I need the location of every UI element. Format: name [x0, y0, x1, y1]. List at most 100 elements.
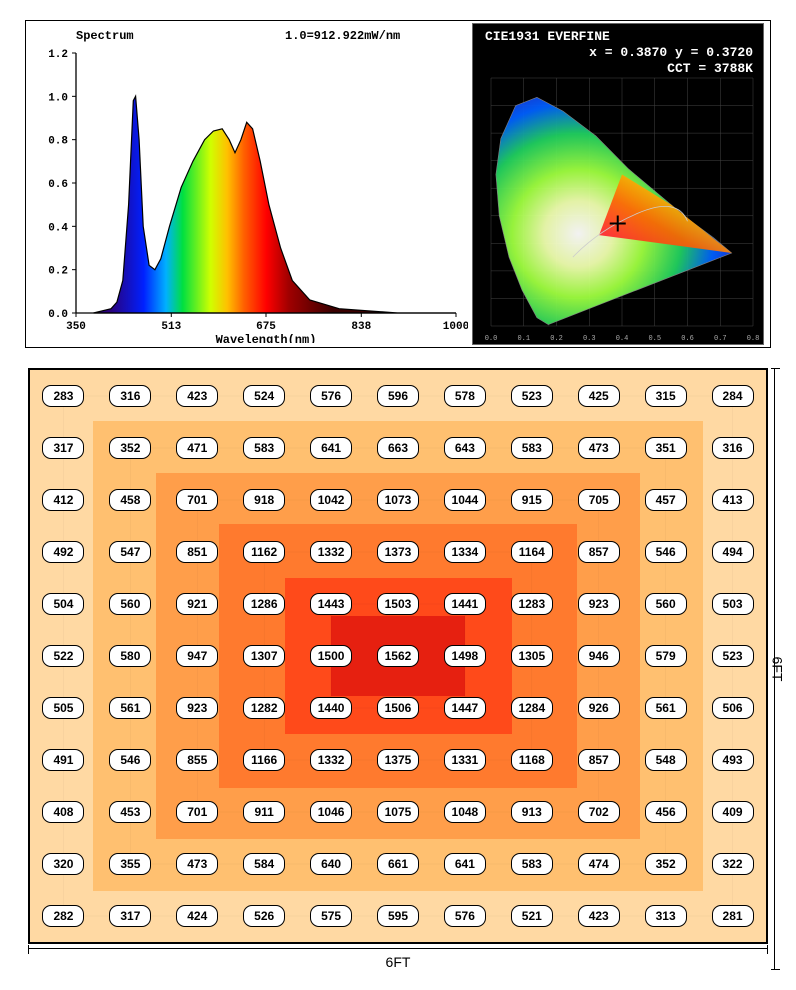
ppfd-cell: 576 [310, 385, 352, 407]
ppfd-cell: 705 [578, 489, 620, 511]
ppfd-cell: 413 [712, 489, 754, 511]
ppfd-cell: 547 [109, 541, 151, 563]
ppfd-cell: 1332 [310, 749, 352, 771]
ppfd-cell: 281 [712, 905, 754, 927]
ppfd-cell: 923 [578, 593, 620, 615]
ppfd-cell: 503 [712, 593, 754, 615]
ppfd-cell: 453 [109, 801, 151, 823]
ppfd-cell: 1506 [377, 697, 419, 719]
ppfd-cell: 425 [578, 385, 620, 407]
svg-text:0.6: 0.6 [681, 335, 694, 343]
svg-text:1.0: 1.0 [48, 92, 68, 104]
ppfd-cell: 355 [109, 853, 151, 875]
ppfd-cell: 317 [109, 905, 151, 927]
ppfd-cell: 352 [645, 853, 687, 875]
spectrum-xlabel: Wavelength(nm) [216, 333, 317, 343]
cie-chart: CIE1931 EVERFINEx = 0.3870 y = 0.3720CCT… [472, 23, 764, 345]
ppfd-cell: 546 [645, 541, 687, 563]
ppfd-cell: 284 [712, 385, 754, 407]
svg-text:513: 513 [161, 321, 181, 333]
ppfd-cell: 1044 [444, 489, 486, 511]
svg-text:0.3: 0.3 [583, 335, 596, 343]
ppfd-cell: 561 [109, 697, 151, 719]
ppfd-cell: 1375 [377, 749, 419, 771]
ppfd-cell: 1500 [310, 645, 352, 667]
ppfd-cell: 283 [42, 385, 84, 407]
ppfd-cell: 1168 [511, 749, 553, 771]
ppfd-cell: 423 [176, 385, 218, 407]
ppfd-cell: 1166 [243, 749, 285, 771]
ppfd-cell: 947 [176, 645, 218, 667]
ppfd-cell: 583 [243, 437, 285, 459]
ppfd-cell: 926 [578, 697, 620, 719]
ppfd-cell: 526 [243, 905, 285, 927]
ppfd-cell: 578 [444, 385, 486, 407]
ppfd-cell: 423 [578, 905, 620, 927]
svg-text:0.6: 0.6 [48, 179, 68, 191]
ppfd-cell: 921 [176, 593, 218, 615]
ppfd-cell: 474 [578, 853, 620, 875]
svg-text:0.0: 0.0 [485, 335, 498, 343]
ppfd-cell: 595 [377, 905, 419, 927]
ppfd-cell: 313 [645, 905, 687, 927]
svg-text:0.8: 0.8 [48, 136, 68, 148]
svg-text:838: 838 [351, 321, 371, 333]
ppfd-cell: 584 [243, 853, 285, 875]
ppfd-cell: 918 [243, 489, 285, 511]
ppfd-cell: 546 [109, 749, 151, 771]
top-panel: Spectrum 1.0=912.922mW/nm 0.0 0.2 0.4 0.6 0.8 1… [25, 20, 771, 348]
ppfd-cell: 523 [511, 385, 553, 407]
height-label: 6FT [770, 657, 786, 682]
ppfd-cell: 493 [712, 749, 754, 771]
svg-text:675: 675 [256, 321, 276, 333]
cie-xy: x = 0.3870 y = 0.3720 [589, 45, 753, 60]
svg-text:0.4: 0.4 [48, 222, 68, 234]
ppfd-cell: 473 [176, 853, 218, 875]
ppfd-cell: 1283 [511, 593, 553, 615]
ppfd-cell: 320 [42, 853, 84, 875]
ppfd-cell: 316 [109, 385, 151, 407]
ppfd-cell: 1331 [444, 749, 486, 771]
ppfd-cell: 315 [645, 385, 687, 407]
ppfd-cell: 596 [377, 385, 419, 407]
ppfd-cell: 1332 [310, 541, 352, 563]
ppfd-cell: 701 [176, 489, 218, 511]
ppfd-cell: 1164 [511, 541, 553, 563]
ppfd-cell: 352 [109, 437, 151, 459]
ppfd-cell: 1046 [310, 801, 352, 823]
cie-header: CIE1931 EVERFINE [485, 29, 610, 44]
ppfd-cell: 524 [243, 385, 285, 407]
ppfd-cell: 505 [42, 697, 84, 719]
ppfd-cell: 506 [712, 697, 754, 719]
ppfd-cell: 923 [176, 697, 218, 719]
ppfd-cell: 351 [645, 437, 687, 459]
ppfd-cell: 915 [511, 489, 553, 511]
ppfd-cell: 1048 [444, 801, 486, 823]
spectrum-title-left: Spectrum [76, 29, 134, 43]
ppfd-cell: 643 [444, 437, 486, 459]
svg-text:0.2: 0.2 [48, 266, 68, 278]
ppfd-cell: 494 [712, 541, 754, 563]
ppfd-cell: 473 [578, 437, 620, 459]
ppfd-cell: 1075 [377, 801, 419, 823]
ppfd-cell: 458 [109, 489, 151, 511]
ppfd-cell: 1305 [511, 645, 553, 667]
ppfd-cell: 1441 [444, 593, 486, 615]
ppfd-cell: 1373 [377, 541, 419, 563]
ppfd-cell: 1503 [377, 593, 419, 615]
ppfd-cell: 521 [511, 905, 553, 927]
ppfd-cell: 913 [511, 801, 553, 823]
spectrum-chart: Spectrum 1.0=912.922mW/nm 0.0 0.2 0.4 0.6 0.8 1… [28, 23, 468, 343]
spectrum-title-right: 1.0=912.922mW/nm [285, 29, 400, 43]
ppfd-cell: 1286 [243, 593, 285, 615]
svg-text:350: 350 [66, 321, 86, 333]
ppfd-cell: 412 [42, 489, 84, 511]
svg-text:1000: 1000 [443, 321, 468, 333]
svg-text:0.0: 0.0 [48, 309, 68, 321]
ppfd-cell: 661 [377, 853, 419, 875]
ppfd-cell: 457 [645, 489, 687, 511]
svg-text:0.8: 0.8 [747, 335, 760, 343]
svg-text:1.2: 1.2 [48, 49, 68, 61]
ppfd-cell: 408 [42, 801, 84, 823]
ppfd-cell: 1162 [243, 541, 285, 563]
